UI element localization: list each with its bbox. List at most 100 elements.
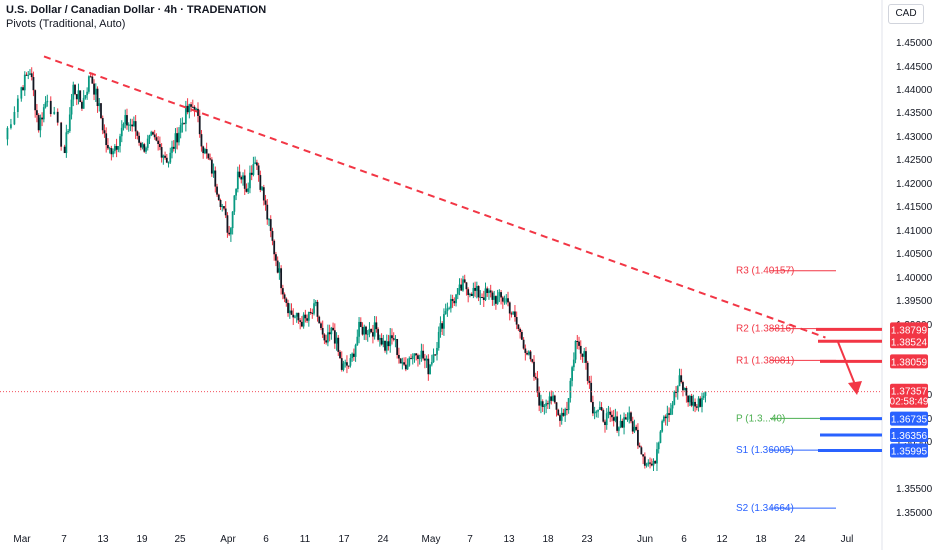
candle-body — [449, 299, 452, 309]
candle-body — [474, 287, 477, 291]
candle-body — [363, 326, 366, 335]
candle-body — [108, 148, 111, 150]
candle-body — [332, 327, 334, 331]
x-tick-label: 6 — [681, 534, 687, 545]
candle-body — [320, 323, 322, 329]
candle-body — [271, 231, 274, 241]
candle-body — [29, 73, 31, 75]
candle-body — [181, 122, 184, 125]
candle-body — [89, 76, 92, 78]
candle-body — [524, 348, 527, 353]
candle-body — [115, 146, 118, 150]
candle-body — [228, 232, 231, 235]
candle-body — [403, 362, 405, 365]
candle-body — [79, 90, 82, 103]
y-tick-label: 1.45000 — [896, 38, 932, 49]
candle-body — [444, 311, 447, 315]
candle-body — [242, 175, 244, 180]
candle-body — [585, 351, 587, 363]
candle-body — [394, 339, 397, 341]
candle-body — [701, 397, 703, 407]
candle-body — [233, 195, 236, 212]
candle-body — [113, 146, 116, 152]
candle-body — [368, 328, 371, 334]
y-tick-label: 1.41000 — [896, 226, 932, 237]
candle-body — [508, 302, 511, 314]
candle-body — [223, 206, 225, 209]
current-price-text: 1.37357 — [891, 387, 928, 398]
candle-body — [494, 296, 497, 304]
currency-button[interactable]: CAD — [888, 4, 924, 24]
candle-body — [70, 99, 73, 115]
candle-body — [517, 324, 520, 329]
candle-body — [614, 416, 617, 421]
candle-body — [120, 127, 123, 137]
candle-body — [224, 208, 227, 216]
x-tick-label: May — [422, 534, 441, 545]
candle-body — [190, 104, 192, 107]
candle-body — [359, 321, 362, 327]
candle-body — [65, 132, 68, 154]
candle-body — [131, 124, 134, 127]
candle-body — [377, 329, 380, 340]
candle-body — [136, 131, 139, 136]
level-tag-box — [890, 411, 928, 426]
candle-body — [23, 74, 26, 91]
x-tick-label: Jun — [637, 534, 653, 545]
candle-body — [588, 380, 591, 383]
candle-body — [418, 357, 421, 359]
candle-body — [397, 354, 400, 359]
candle-body — [399, 358, 402, 364]
candle-body — [148, 135, 151, 139]
candle-body — [372, 332, 374, 337]
candle-body — [309, 311, 312, 313]
x-tick-label: 24 — [377, 534, 389, 545]
candle-body — [133, 121, 135, 127]
candle-body — [404, 364, 407, 370]
candle-body — [150, 132, 153, 136]
candle-body — [295, 312, 298, 317]
candle-body — [626, 418, 629, 420]
candle-body — [22, 87, 24, 91]
candle-body — [81, 102, 83, 109]
candle-body — [245, 188, 248, 192]
candle-body — [202, 146, 205, 154]
candle-body — [209, 158, 212, 160]
trendline-dashed — [43, 55, 826, 339]
candle-body — [501, 297, 504, 302]
candle-body — [280, 268, 283, 289]
candle-body — [671, 404, 674, 409]
candle-body — [484, 288, 487, 300]
level-tag-text: 1.38524 — [891, 337, 928, 348]
candle-body — [378, 337, 381, 340]
candle-body — [385, 341, 388, 351]
candle-body — [155, 137, 158, 141]
candle-body — [546, 403, 549, 405]
pivots-indicator-label[interactable]: Pivots (Traditional, Auto) — [6, 18, 126, 30]
candle-body — [204, 149, 206, 154]
y-tick-label: 1.43000 — [896, 132, 932, 143]
candle-body — [165, 157, 168, 163]
candle-body — [262, 187, 265, 201]
candle-body — [276, 260, 279, 273]
candle-body — [391, 335, 393, 339]
candle-body — [288, 310, 291, 314]
candle-body — [631, 421, 634, 432]
candle-body — [82, 97, 85, 109]
x-tick-label: 24 — [794, 534, 806, 545]
candle-body — [453, 300, 456, 304]
candle-body — [238, 171, 241, 178]
candle-body — [564, 409, 567, 416]
candle-body — [489, 290, 492, 293]
level-price-tag: 1.38059 — [890, 354, 928, 369]
candle-body — [538, 392, 541, 406]
candle-body — [583, 351, 586, 357]
candle-body — [10, 124, 12, 128]
candle-body — [559, 415, 561, 421]
candle-body — [685, 387, 688, 396]
candle-body — [520, 332, 523, 340]
pivot-level-label: S2 (1.34664) — [736, 503, 794, 514]
candle-body — [514, 311, 516, 318]
candle-body — [430, 362, 433, 365]
